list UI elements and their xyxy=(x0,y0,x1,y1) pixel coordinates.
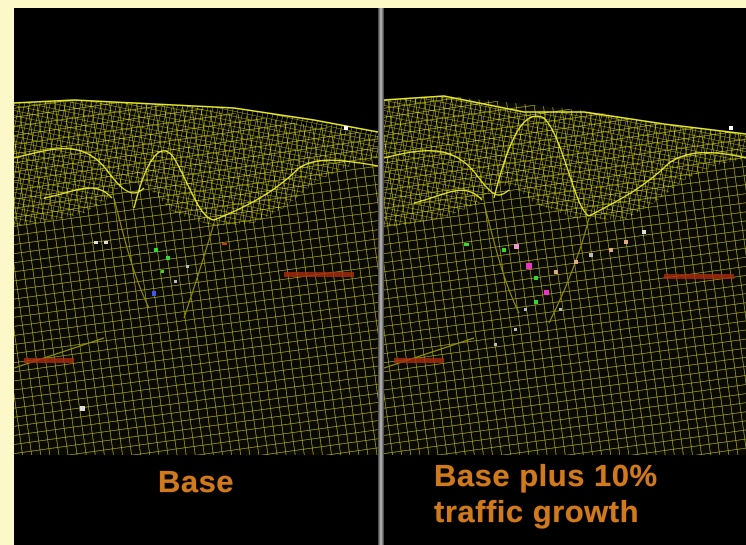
base-panel: Base xyxy=(14,8,378,545)
comparison-figure: Base xyxy=(14,8,746,545)
growth-caption-line1: Base plus 10% xyxy=(434,458,658,493)
panel-divider xyxy=(378,8,384,545)
base-caption: Base xyxy=(157,464,235,499)
growth-panel: Base plus 10% traffic growth xyxy=(384,8,746,545)
growth-terrain-mesh xyxy=(384,95,746,455)
growth-caption-line2: traffic growth xyxy=(434,494,640,529)
growth-caption: Base plus 10% traffic growth xyxy=(434,458,658,530)
base-terrain-mesh xyxy=(14,99,378,455)
